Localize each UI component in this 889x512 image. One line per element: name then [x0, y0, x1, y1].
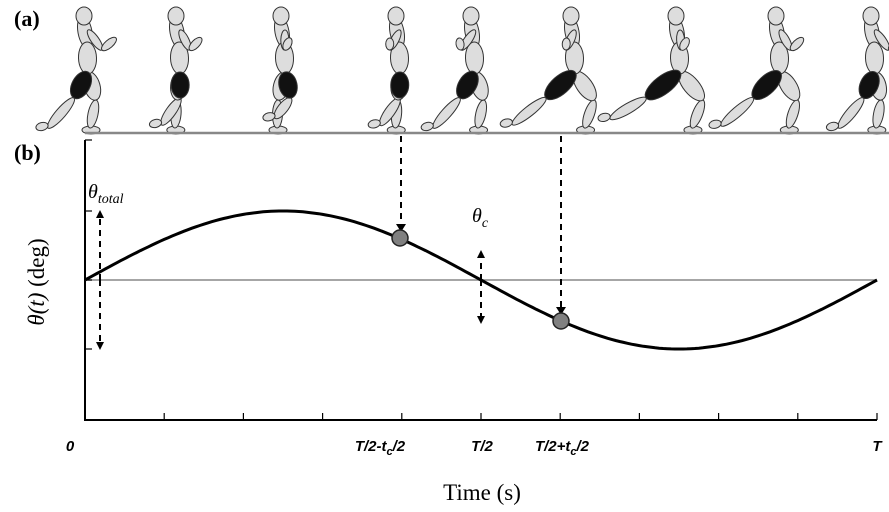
marker [553, 313, 569, 329]
label-part: 0 [66, 438, 75, 455]
head [463, 7, 479, 25]
limb [430, 95, 464, 132]
limb [865, 42, 884, 75]
label-part: /2 [576, 438, 590, 455]
head [388, 7, 404, 25]
guides [100, 136, 561, 342]
x-axis-label: Time (s) [443, 480, 521, 505]
limb [784, 98, 803, 129]
limb [149, 118, 163, 129]
subscript: total [98, 192, 124, 207]
limb [386, 38, 394, 50]
figure: (a) (b) θtotal θc θ(t) (deg) Time (s) 0T… [0, 0, 889, 512]
limb [835, 95, 868, 131]
symbol: θ [472, 205, 482, 227]
panel-label: (a) [14, 6, 40, 31]
subscript: c [482, 216, 489, 231]
head [168, 7, 184, 25]
theta-c-label: θc [472, 205, 489, 231]
head [768, 7, 784, 25]
limb [44, 95, 78, 132]
marker [392, 230, 408, 246]
head [76, 7, 92, 25]
limb [708, 119, 722, 130]
x-tick-label: 0 [66, 438, 75, 455]
label-part: T/2+t [535, 438, 571, 455]
limb [871, 99, 886, 129]
x-tick-label: T/2 [471, 438, 493, 455]
x-tick-label: T [872, 438, 883, 455]
x-tick-label: T/2-tc/2 [355, 438, 406, 458]
limb [597, 112, 611, 123]
panel-label: (b) [14, 140, 41, 165]
limb [391, 72, 409, 98]
head [863, 7, 879, 25]
x-tick-labels: 0 T/2-tc/2 T/2 T/2+tc/2 T [66, 438, 884, 458]
unit: (deg) [24, 238, 49, 287]
limb [420, 121, 434, 132]
limb [35, 121, 49, 132]
x-tick-label: T/2+tc/2 [535, 438, 590, 458]
head [668, 7, 684, 25]
label-part: T/2-t [355, 438, 388, 455]
limb [826, 121, 840, 132]
label-part: T [872, 438, 883, 455]
limb [78, 42, 97, 75]
limb [718, 94, 757, 129]
head [273, 7, 289, 25]
symbol: θ [88, 181, 98, 203]
limb [687, 98, 707, 130]
runner-strip [35, 7, 889, 134]
limb [171, 72, 189, 98]
theta-total-label: θtotal [88, 181, 124, 207]
symbol: θ(t) [24, 293, 49, 326]
limb [499, 118, 513, 129]
y-axis-label: θ(t) (deg) [24, 238, 49, 325]
limb [367, 118, 381, 129]
limb [580, 98, 599, 129]
limb [641, 65, 686, 105]
limb [608, 94, 649, 124]
limb [85, 99, 101, 129]
head [563, 7, 579, 25]
label-part: T/2 [471, 438, 493, 455]
limb [473, 99, 489, 129]
limb [562, 38, 571, 51]
label-part: /2 [392, 438, 406, 455]
limb [509, 94, 549, 128]
